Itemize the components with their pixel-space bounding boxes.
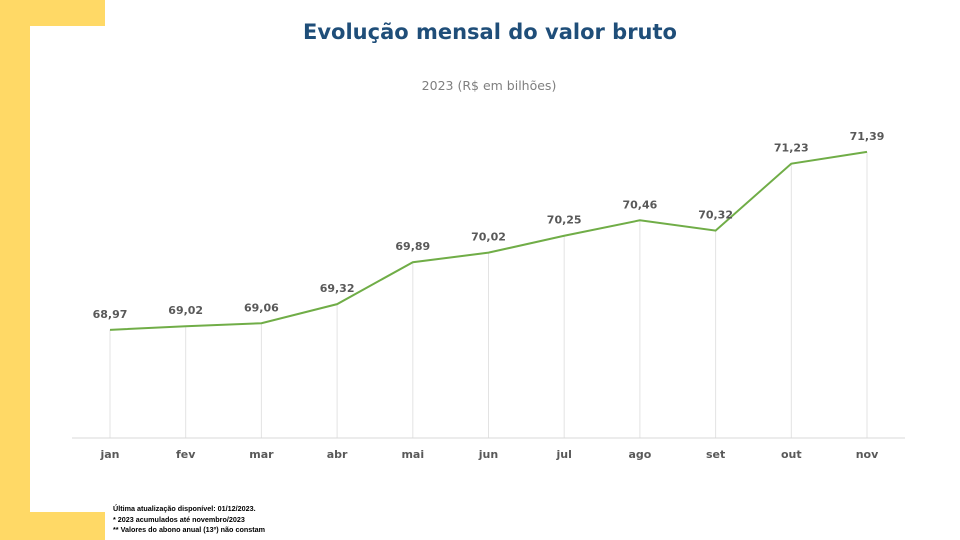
data-label: 70,02	[471, 231, 506, 244]
data-label: 70,46	[623, 198, 658, 211]
data-label: 69,02	[168, 304, 203, 317]
footnote-update: Última atualização disponível: 01/12/202…	[113, 504, 256, 513]
series-line	[109, 150, 868, 331]
chart-subtitle: 2023 (R$ em bilhões)	[421, 78, 557, 93]
data-label: 71,23	[774, 142, 809, 155]
data-label: 69,89	[395, 240, 430, 253]
footnotes: Última atualização disponível: 01/12/202…	[113, 504, 265, 536]
x-tick-label: mar	[249, 448, 274, 461]
x-tick-label: out	[781, 448, 802, 461]
x-tick-label: nov	[856, 448, 879, 461]
data-label: 69,06	[244, 301, 279, 314]
x-tick-label: jun	[478, 448, 498, 461]
data-label: 71,39	[850, 130, 885, 143]
x-tick-label: jan	[99, 448, 119, 461]
x-tick-label: abr	[327, 448, 348, 461]
data-label: 70,32	[698, 209, 733, 222]
data-label: 70,25	[547, 214, 582, 227]
x-tick-label: set	[706, 448, 725, 461]
decor-bottom-strip	[0, 512, 105, 540]
x-tick-label: mai	[401, 448, 424, 461]
decor-left-strip	[0, 0, 30, 540]
footnote-accumulated: * 2023 acumulados até novembro/2023	[113, 514, 245, 524]
x-tick-label: jul	[556, 448, 572, 461]
footnote-abono: ** Valores do abono anual (13º) não cons…	[113, 525, 266, 534]
chart-title: Evolução mensal do valor bruto	[303, 20, 677, 44]
x-tick-label: ago	[628, 448, 651, 461]
x-tick-label: fev	[176, 448, 196, 461]
data-label: 69,32	[320, 282, 355, 295]
data-label: 68,97	[93, 308, 128, 321]
